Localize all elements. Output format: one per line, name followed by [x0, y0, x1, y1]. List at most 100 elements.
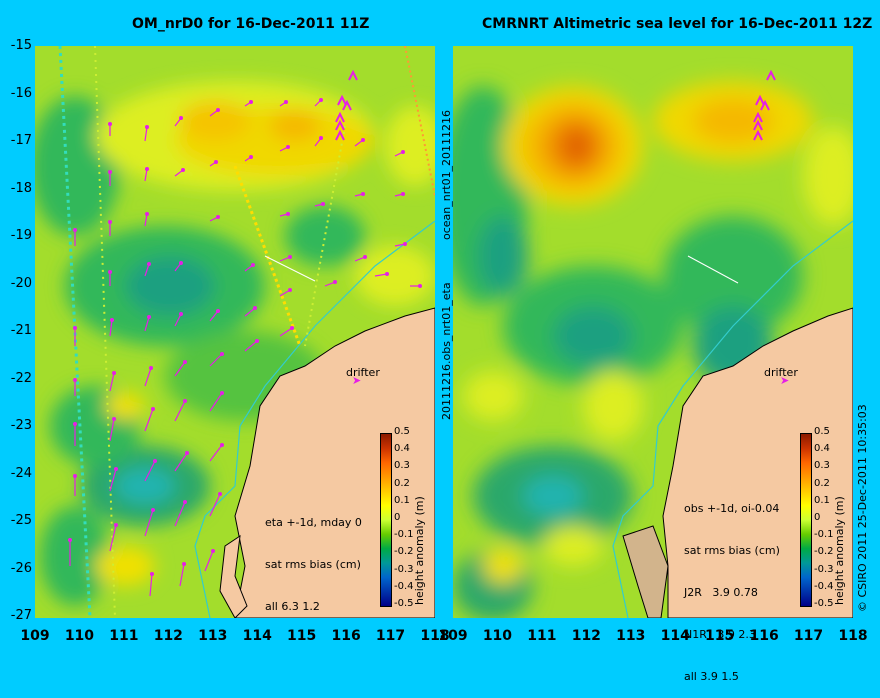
velocity-arrow	[109, 524, 117, 552]
left-colorbar	[380, 433, 392, 607]
velocity-arrow	[209, 310, 219, 322]
velocity-arrow-head	[288, 288, 292, 292]
lat-tick: -21	[10, 323, 32, 338]
velocity-arrow-head	[150, 572, 154, 576]
velocity-arrow-head	[319, 136, 323, 140]
velocity-arrow-head	[179, 261, 183, 265]
right-map-title: CMRNRT Altimetric sea level for 16-Dec-2…	[482, 16, 873, 32]
lon-tick: 117	[375, 628, 406, 644]
colorbar-tick: 0	[814, 512, 821, 523]
lon-tick: 109	[20, 628, 50, 644]
velocity-arrow	[109, 468, 117, 492]
drifter-chevron	[753, 111, 763, 123]
velocity-arrow-head	[145, 212, 149, 216]
lon-tick: 118	[420, 628, 450, 644]
lat-tick: -23	[10, 418, 32, 433]
velocity-arrow-head	[216, 309, 220, 313]
velocity-arrow-head	[255, 339, 259, 343]
velocity-arrow-head	[108, 220, 112, 224]
velocity-arrow-head	[112, 371, 116, 375]
velocity-arrow-head	[288, 255, 292, 259]
velocity-arrow	[174, 313, 182, 327]
velocity-arrow-head	[108, 270, 112, 274]
colorbar-tick: -0.2	[394, 546, 414, 558]
velocity-arrow-head	[290, 326, 294, 330]
right-stats-line-3: J2R 3.9 0.78	[684, 586, 758, 599]
velocity-arrow-head	[179, 312, 183, 316]
drifter-chevron	[755, 94, 765, 106]
middle-vertical-text: 20111216.obs_nrt01_eta	[440, 282, 453, 420]
right-stats-line-4: N1R 3.9 2.3	[684, 628, 756, 641]
drifter-arrows	[753, 69, 776, 141]
velocity-arrow-head	[220, 443, 224, 447]
velocity-arrow-head	[147, 262, 151, 266]
left-map-panel[interactable]	[35, 46, 435, 618]
velocity-arrow-head	[249, 155, 253, 159]
copyright-text: © CSIRO 2011 25-Dec-2011 10:35:03	[856, 404, 869, 612]
lon-tick: 109	[438, 628, 468, 644]
velocity-arrow	[174, 400, 186, 422]
lon-tick: 116	[331, 628, 361, 644]
colorbar-tick: -0.4	[814, 580, 834, 592]
lon-tick: 114	[242, 628, 272, 644]
left-stats: eta +-1d, mday 0 sat rms bias (cm) all 6…	[265, 488, 362, 628]
velocity-arrow-head	[182, 562, 186, 566]
colorbar-tick: -0.1	[814, 529, 834, 541]
velocity-arrow	[204, 550, 214, 572]
lat-tick: -26	[10, 560, 32, 576]
velocity-arrow-head	[153, 459, 157, 463]
velocity-arrow-head	[185, 451, 189, 455]
velocity-arrow	[144, 213, 148, 227]
colorbar-tick: 0.3	[814, 460, 830, 472]
lon-tick: 116	[749, 628, 779, 644]
drifter-chevron	[766, 69, 776, 81]
middle-vertical-text-top: ocean_nrt01_20111216	[440, 109, 453, 240]
velocity-arrow-head	[220, 391, 224, 395]
drifter-chevron	[337, 94, 347, 106]
velocity-arrow	[144, 126, 148, 142]
left-map-title: OM_nrD0 for 16-Dec-2011 11Z	[132, 16, 370, 32]
lat-tick: -16	[10, 85, 32, 101]
velocity-arrow-head	[249, 100, 253, 104]
lat-tick: -27	[10, 608, 32, 623]
drifter-chevron	[753, 129, 763, 141]
colorbar-tick: 0.1	[394, 494, 410, 506]
colorbar-tick: -0.3	[394, 563, 414, 575]
lon-tick: 118	[838, 628, 868, 644]
velocity-arrow-head	[73, 228, 77, 232]
lat-tick: -25	[10, 513, 32, 528]
velocity-arrow-head	[321, 202, 325, 206]
velocity-arrow	[144, 408, 154, 432]
velocity-arrow-head	[385, 272, 389, 276]
velocity-arrow-head	[108, 122, 112, 126]
velocity-arrow-head	[68, 538, 72, 542]
left-drifter-arrow-icon: ➤	[352, 374, 362, 387]
velocity-arrow-head	[108, 170, 112, 174]
velocity-arrow-head	[183, 360, 187, 364]
lon-tick: 110	[64, 628, 95, 644]
left-height-anomaly-map	[35, 46, 435, 618]
right-drifter-arrow-icon: ➤	[780, 374, 790, 387]
right-map-panel[interactable]	[453, 46, 853, 618]
velocity-arrow	[209, 444, 223, 462]
velocity-arrow	[144, 316, 150, 332]
drifter-chevron	[342, 99, 352, 111]
colorbar-tick: 0.2	[814, 477, 830, 489]
velocity-arrow	[174, 452, 188, 472]
right-altimetric-map	[453, 46, 853, 618]
right-colorbar-label: height anomaly (m)	[833, 496, 846, 605]
colorbar-tick: 0.3	[394, 460, 410, 472]
velocity-arrow	[374, 273, 388, 277]
lon-tick: 111	[527, 628, 557, 644]
colorbar-tick: 0.5	[394, 426, 410, 437]
colorbar-tick: 0.5	[814, 426, 830, 437]
colorbar-tick: -0.4	[394, 580, 414, 592]
velocity-arrow	[144, 367, 152, 387]
velocity-arrow-head	[361, 138, 365, 142]
colorbar-tick: -0.5	[814, 598, 834, 609]
lat-tick: -15	[10, 38, 32, 53]
velocity-arrow-head	[284, 100, 288, 104]
velocity-arrow-head	[401, 150, 405, 154]
velocity-arrow-head	[361, 192, 365, 196]
colorbar-tick: -0.1	[394, 529, 414, 541]
